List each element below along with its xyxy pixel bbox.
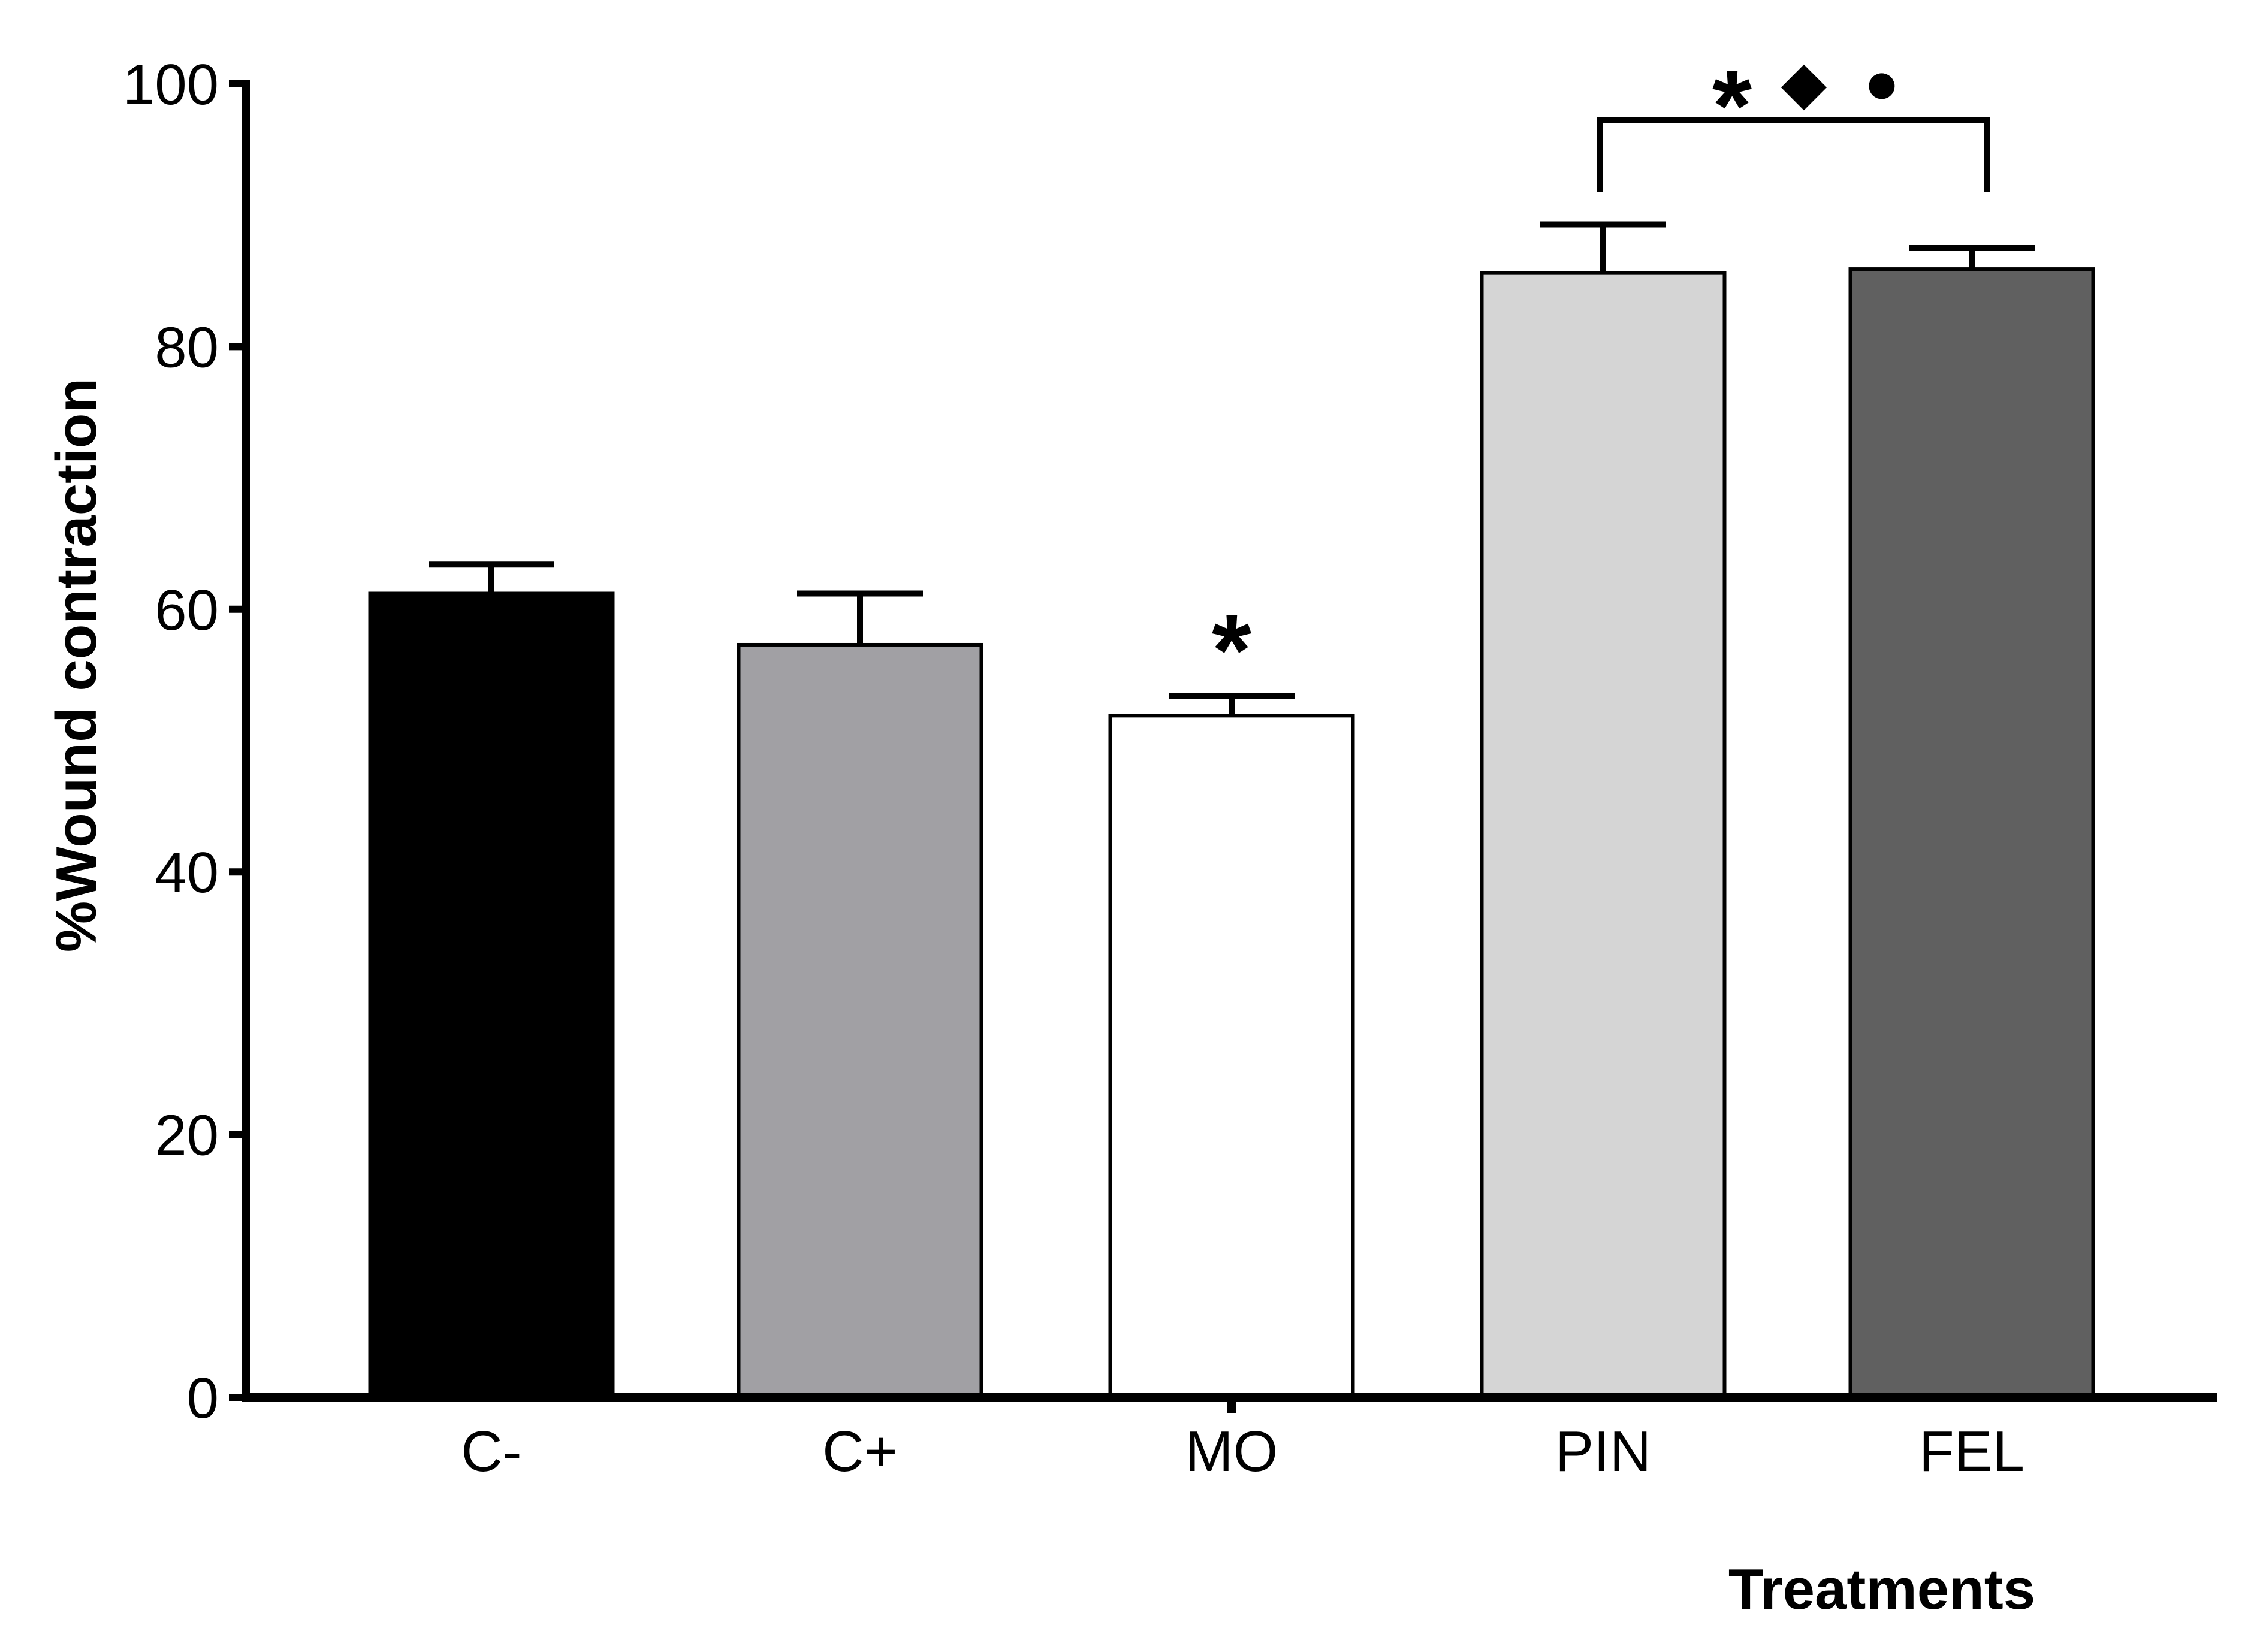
x-category-label: C+ [822,1420,897,1484]
y-tick-label: 40 [155,841,219,905]
y-tick-label: 20 [155,1104,219,1168]
y-tick-label: 0 [187,1366,219,1430]
bars-layer [368,267,2095,1400]
y-ticks-layer: 0 20 40 60 80 100 [123,53,1236,1430]
y-tick-label: 60 [155,578,219,642]
bar-C+ [737,642,983,1399]
significance-annotations: * * ◆ ● [1212,49,1990,707]
x-category-labels: C- C+ MO PIN FEL [461,1420,2024,1484]
error-bars-layer [429,221,2035,716]
bracket-marker: ◆ [1781,49,1827,116]
bracket-marker: ● [1864,49,1900,116]
y-axis-title: %Wound contraction [44,378,108,952]
y-tick-label: 100 [123,53,219,117]
bar-MO [1108,714,1355,1399]
x-category-label: MO [1185,1420,1278,1484]
bracket-marker: * [1712,49,1752,163]
x-category-label: C- [461,1420,521,1484]
x-category-label: FEL [1919,1420,2024,1484]
x-axis-title: Treatments [1728,1557,2035,1621]
bar-FEL [1848,267,2095,1399]
bar-C- [368,591,615,1399]
mo-significance-star: * [1212,593,1251,707]
bar-PIN [1480,271,1727,1400]
y-tick-label: 80 [155,315,219,379]
x-category-label: PIN [1555,1420,1651,1484]
significance-bracket [1597,117,1990,192]
